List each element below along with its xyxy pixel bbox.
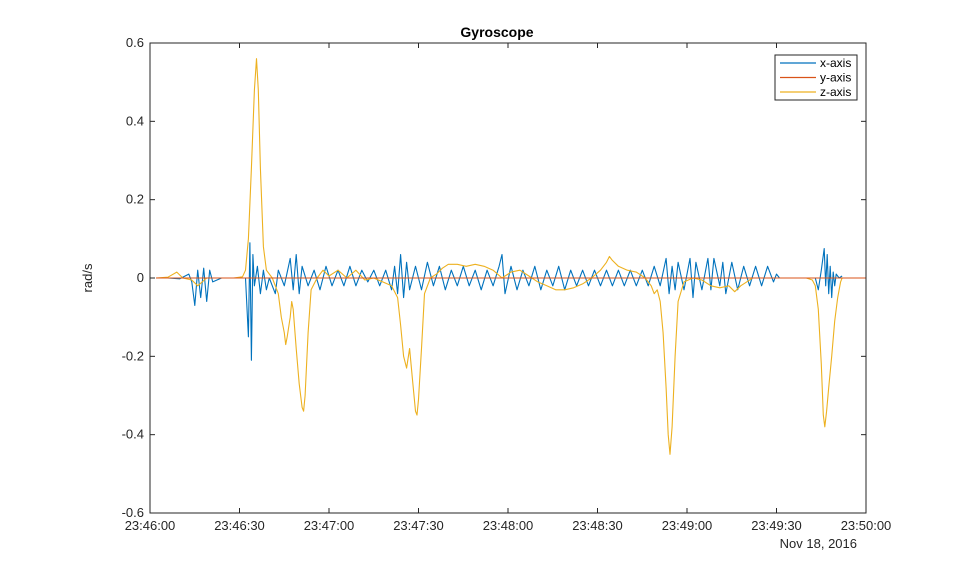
y-tick-label: -0.2 — [122, 348, 144, 363]
legend-label: z-axis — [820, 85, 851, 99]
x-tick-label: 23:48:30 — [572, 518, 623, 533]
y-tick-label: 0 — [137, 270, 144, 285]
legend-label: x-axis — [820, 56, 851, 70]
x-tick-label: 23:48:00 — [483, 518, 534, 533]
x-tick-label: 23:46:30 — [214, 518, 265, 533]
x-tick-label: 23:49:00 — [662, 518, 713, 533]
x-tick-label: 23:46:00 — [125, 518, 176, 533]
axis-ticks: 23:46:00 23:46:30 23:47:00 23:47:30 23:48:00… — [122, 35, 892, 533]
date-label: Nov 18, 2016 — [780, 536, 857, 551]
legend-label: y-axis — [820, 71, 851, 85]
series-line-z-axis — [155, 58, 843, 455]
x-tick-label: 23:50:00 — [841, 518, 892, 533]
x-tick-label: 23:47:00 — [304, 518, 355, 533]
x-tick-label: 23:47:30 — [393, 518, 444, 533]
series-line-x-axis — [156, 242, 843, 361]
x-tick-label: 23:49:30 — [751, 518, 802, 533]
plot-lines — [155, 58, 866, 455]
y-tick-label: 0.2 — [126, 192, 144, 207]
plot-area-border — [149, 42, 867, 514]
y-tick-label: 0.4 — [126, 113, 144, 128]
y-axis-label: rad/s — [80, 263, 95, 292]
chart-title: Gyroscope — [460, 24, 533, 40]
y-tick-label: -0.4 — [122, 427, 144, 442]
y-tick-label: 0.6 — [126, 35, 144, 50]
y-tick-label: -0.6 — [122, 505, 144, 520]
